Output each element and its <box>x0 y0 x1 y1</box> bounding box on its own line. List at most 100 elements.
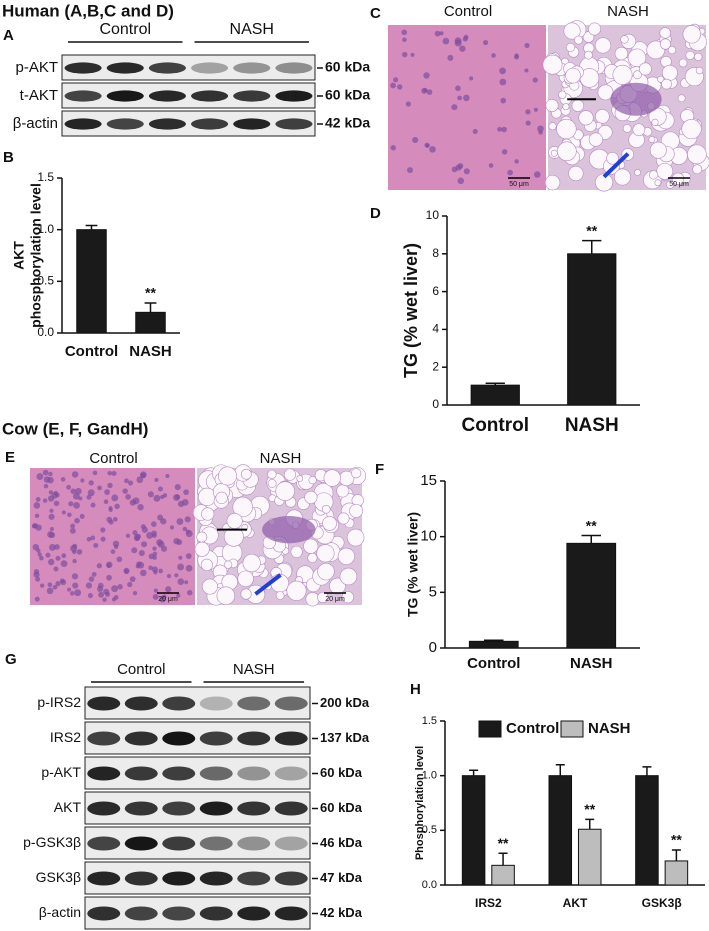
nucleus <box>86 536 92 542</box>
nucleus <box>533 107 538 112</box>
panel-letter: H <box>410 681 421 698</box>
blot-band <box>199 871 233 886</box>
group-label: Control <box>117 661 165 678</box>
nucleus <box>48 513 55 520</box>
nucleus <box>80 478 85 483</box>
nucleus <box>537 125 544 132</box>
nucleus <box>32 543 40 551</box>
nucleus <box>73 502 80 509</box>
nucleus <box>405 101 411 107</box>
row-label: t-AKT <box>20 87 58 104</box>
blot-band <box>199 696 233 711</box>
y-axis-label: phosphorylation level <box>28 183 44 328</box>
significance-mark: ** <box>145 285 156 301</box>
nucleus <box>186 589 193 596</box>
fat-vacuole <box>595 173 614 192</box>
fat-vacuole <box>681 118 702 140</box>
image-label: NASH <box>260 450 302 467</box>
nucleus <box>463 168 470 175</box>
bar <box>567 253 617 406</box>
nucleus <box>533 171 541 178</box>
nucleus <box>36 473 44 481</box>
fat-vacuole <box>201 507 215 521</box>
nucleus <box>146 532 154 539</box>
blot-band <box>162 801 196 816</box>
nucleus <box>107 470 112 476</box>
x-tick-label: Control <box>461 415 529 436</box>
nucleus <box>117 584 123 590</box>
nucleus <box>75 487 82 495</box>
bar <box>577 828 602 886</box>
blot-band <box>199 836 233 851</box>
legend-swatch <box>560 720 584 738</box>
nucleus <box>42 498 48 503</box>
blot-band <box>124 871 158 886</box>
nucleus <box>67 512 72 518</box>
error-bar <box>671 849 681 861</box>
fat-vacuole <box>634 169 641 176</box>
nucleus <box>152 546 157 551</box>
blot-band <box>233 62 271 74</box>
nucleus <box>113 517 118 522</box>
nucleus <box>69 591 75 596</box>
blot-band <box>162 766 196 781</box>
nucleus <box>401 29 408 36</box>
y-axis-label: TG (% wet liver) <box>405 512 421 617</box>
nucleus <box>151 521 157 527</box>
fat-vacuole <box>218 466 237 486</box>
nucleus <box>157 514 164 521</box>
nucleus <box>160 545 168 552</box>
nucleus <box>114 503 120 510</box>
row-label: AKT <box>54 799 82 815</box>
bar <box>461 775 486 886</box>
nucleus <box>61 510 66 515</box>
blot-band <box>233 118 271 130</box>
fat-vacuole <box>565 42 576 53</box>
fat-vacuole <box>283 468 297 481</box>
nucleus <box>507 169 513 176</box>
fat-vacuole <box>578 110 594 126</box>
section-header: Human (A,B,C and D) <box>2 1 174 20</box>
nucleus <box>93 542 99 548</box>
blot-band <box>124 731 158 746</box>
fat-vacuole <box>563 22 581 40</box>
blot-band <box>148 118 186 130</box>
fat-vacuole <box>562 103 570 111</box>
y-tick-label: 5 <box>429 583 437 600</box>
size-label: 42 kDa <box>325 115 370 131</box>
nucleus <box>72 492 80 500</box>
fat-vacuole <box>648 136 656 144</box>
blot-band <box>199 801 233 816</box>
nucleus <box>96 563 102 569</box>
fat-vacuole <box>656 162 674 180</box>
bar <box>635 775 659 886</box>
nucleus <box>424 142 430 148</box>
nucleus <box>410 52 415 57</box>
fat-vacuole <box>304 490 318 504</box>
nucleus <box>53 566 59 572</box>
nucleus <box>178 555 183 560</box>
nucleus <box>111 470 117 477</box>
fat-vacuole <box>666 180 675 189</box>
error-bar <box>585 818 595 830</box>
nucleus <box>43 483 49 489</box>
nucleus <box>97 485 102 491</box>
nucleus <box>72 582 79 589</box>
fat-vacuole <box>240 468 252 480</box>
nucleus <box>140 472 146 479</box>
x-tick-label: NASH <box>129 343 172 360</box>
fat-vacuole <box>568 165 584 182</box>
fat-vacuole <box>548 122 557 131</box>
nucleus <box>469 76 474 81</box>
nucleus <box>514 159 519 164</box>
group-label: NASH <box>230 21 274 38</box>
size-label: 137 kDa <box>320 730 370 745</box>
nucleus <box>67 587 72 592</box>
x-tick-label: NASH <box>565 415 619 436</box>
nucleus <box>532 77 538 83</box>
nucleus <box>525 120 531 126</box>
fat-vacuole <box>290 545 303 558</box>
nucleus <box>152 593 159 600</box>
scale-label: 50 μm <box>669 181 689 188</box>
blot-band <box>274 766 308 781</box>
